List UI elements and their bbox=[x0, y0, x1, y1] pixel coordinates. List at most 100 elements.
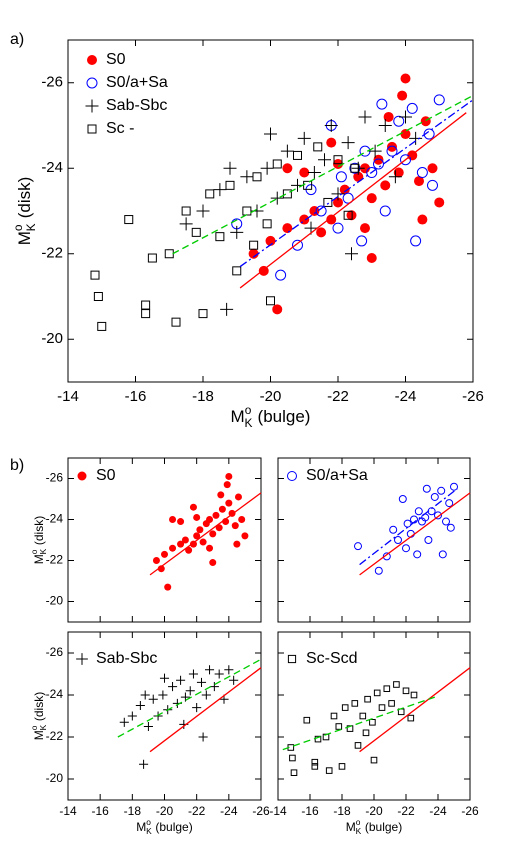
point bbox=[311, 763, 319, 770]
point bbox=[218, 505, 226, 513]
fit-line bbox=[359, 488, 458, 566]
axis-label: MoK (disk) bbox=[29, 692, 48, 740]
point bbox=[153, 711, 163, 721]
axis-label-sup: o bbox=[29, 549, 39, 554]
point bbox=[388, 170, 402, 184]
point bbox=[206, 544, 214, 552]
point bbox=[373, 154, 384, 165]
x-tick-label: -24 bbox=[220, 804, 238, 818]
axis-label-sub: K bbox=[24, 223, 38, 231]
point bbox=[341, 136, 355, 150]
axis-label-symbol: M bbox=[15, 231, 34, 245]
point bbox=[180, 692, 190, 702]
point bbox=[434, 511, 442, 520]
point bbox=[199, 538, 207, 546]
point bbox=[386, 145, 398, 157]
legend-label: S0 bbox=[106, 51, 126, 68]
point bbox=[399, 110, 412, 124]
point bbox=[402, 687, 410, 695]
point bbox=[215, 232, 225, 242]
point bbox=[127, 711, 137, 721]
legend-label: Sc - bbox=[106, 120, 134, 137]
x-tick-label: -18 bbox=[192, 388, 214, 405]
axis-label-text: (disk) bbox=[15, 177, 34, 219]
point bbox=[350, 163, 360, 173]
point bbox=[407, 714, 415, 722]
y-tick-label: -26 bbox=[41, 74, 63, 91]
point bbox=[171, 317, 181, 327]
point bbox=[223, 161, 237, 175]
fit-line bbox=[117, 658, 262, 738]
point bbox=[139, 759, 149, 769]
point bbox=[368, 144, 382, 158]
point bbox=[446, 523, 455, 532]
axis-label-symbol: M bbox=[136, 820, 146, 834]
point bbox=[410, 235, 422, 247]
point bbox=[289, 754, 296, 762]
point bbox=[417, 214, 428, 225]
point bbox=[345, 247, 358, 261]
point bbox=[292, 239, 303, 251]
point bbox=[159, 673, 170, 683]
legend-marker bbox=[77, 471, 87, 481]
point bbox=[330, 712, 338, 720]
point bbox=[164, 583, 172, 591]
x-tick-label: -18 bbox=[124, 804, 142, 818]
point bbox=[214, 669, 224, 679]
point bbox=[400, 73, 411, 84]
fit-line bbox=[239, 112, 467, 289]
point bbox=[185, 686, 195, 696]
x-tick-label: -16 bbox=[301, 804, 319, 818]
y-tick-label: -26 bbox=[46, 471, 64, 485]
point bbox=[241, 532, 249, 540]
point bbox=[290, 769, 298, 777]
y-tick-label: -20 bbox=[46, 771, 64, 785]
y-tick-label: -22 bbox=[46, 553, 64, 567]
legend-marker bbox=[86, 77, 98, 89]
point bbox=[229, 675, 239, 685]
point bbox=[225, 472, 233, 480]
point bbox=[249, 240, 259, 250]
point bbox=[252, 172, 262, 182]
point bbox=[374, 566, 383, 575]
point bbox=[362, 729, 370, 737]
x-tick-label: -14 bbox=[269, 804, 287, 818]
fit-line bbox=[282, 696, 436, 751]
point bbox=[119, 717, 129, 727]
axis-label-sub: K bbox=[38, 724, 48, 730]
fit-line bbox=[172, 94, 474, 255]
point bbox=[420, 116, 431, 127]
x-tick-label: -22 bbox=[327, 388, 349, 405]
point bbox=[346, 210, 357, 221]
point bbox=[430, 492, 439, 501]
point bbox=[157, 565, 165, 573]
point bbox=[414, 176, 424, 187]
point bbox=[189, 540, 197, 548]
point bbox=[406, 102, 418, 114]
axis-label: MoK (disk) bbox=[29, 516, 48, 564]
point bbox=[220, 302, 234, 316]
point bbox=[167, 682, 178, 692]
point bbox=[282, 223, 293, 234]
y-tick-label: -22 bbox=[46, 729, 64, 743]
point bbox=[230, 225, 244, 239]
point bbox=[403, 519, 412, 528]
point bbox=[351, 700, 359, 707]
point bbox=[359, 712, 367, 720]
point bbox=[373, 689, 381, 697]
point bbox=[225, 499, 233, 507]
point bbox=[205, 189, 215, 199]
point bbox=[280, 144, 294, 158]
panel: S0/a+Sa bbox=[277, 457, 471, 623]
point bbox=[383, 685, 391, 693]
x-tick-label: -20 bbox=[365, 804, 383, 818]
point bbox=[409, 131, 423, 145]
legend-label: Sab-Sbc bbox=[106, 97, 167, 114]
x-tick-label: -14 bbox=[57, 388, 79, 405]
point bbox=[333, 197, 343, 208]
point bbox=[248, 248, 259, 259]
point bbox=[164, 249, 174, 259]
point bbox=[445, 499, 454, 508]
point bbox=[339, 184, 350, 195]
